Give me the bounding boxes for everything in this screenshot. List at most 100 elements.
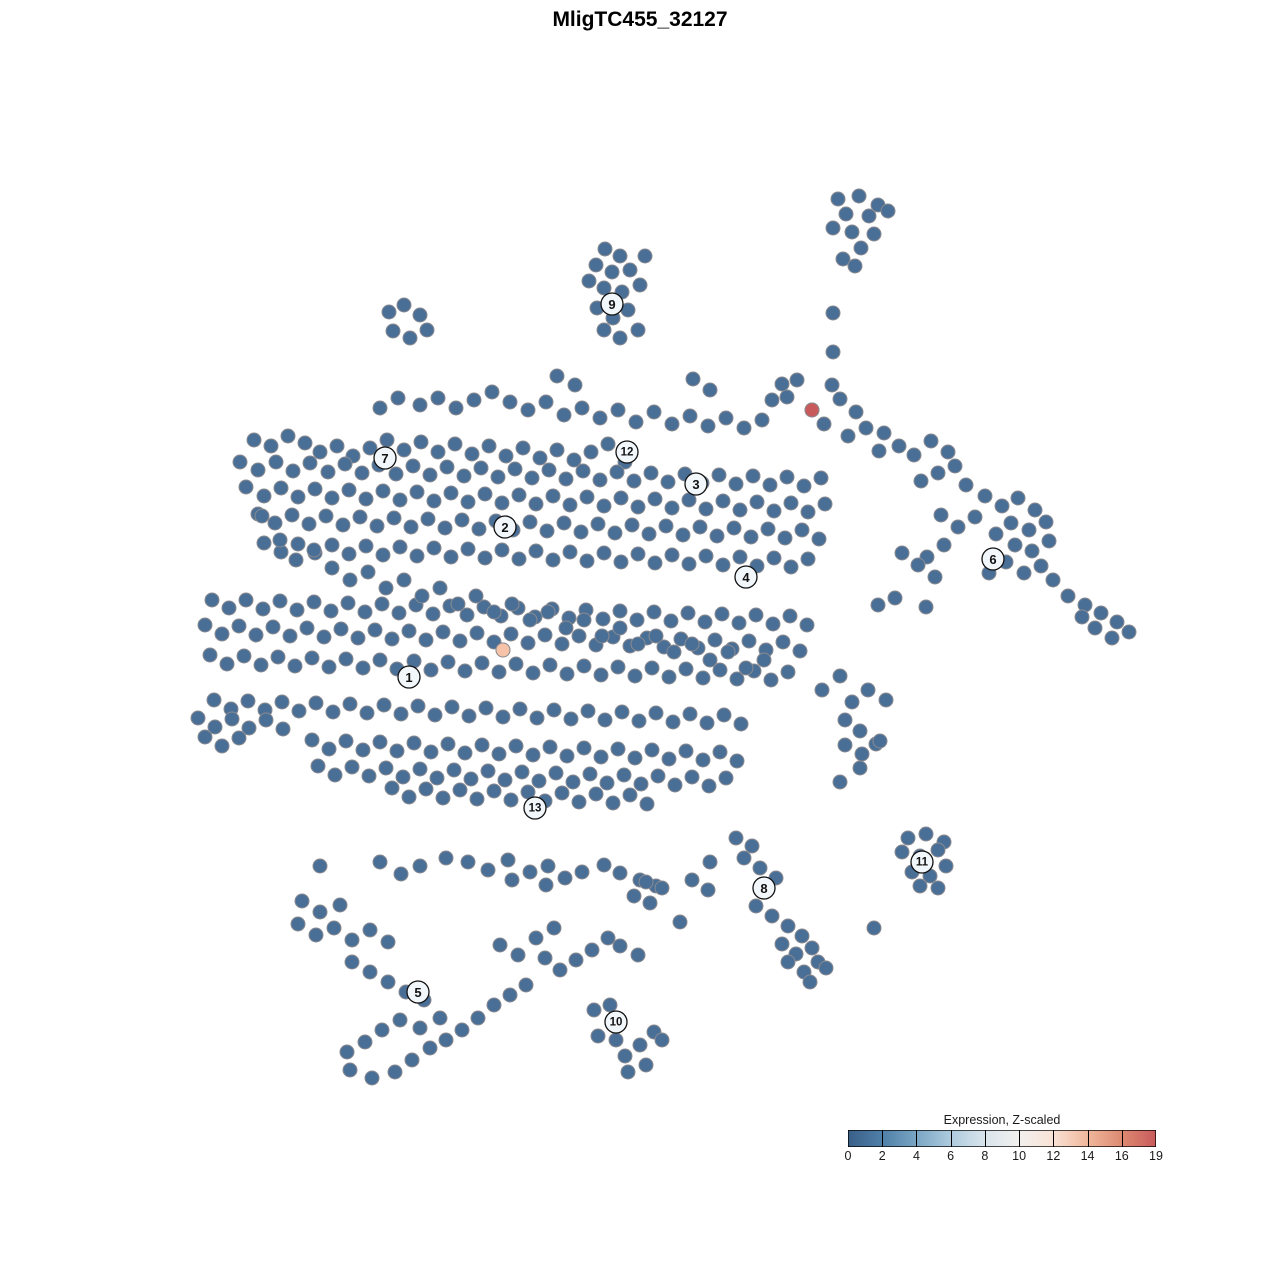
scatter-point[interactable] [306, 542, 322, 558]
scatter-point[interactable] [395, 769, 411, 785]
scatter-point[interactable] [559, 666, 575, 682]
scatter-point[interactable] [528, 930, 544, 946]
scatter-point[interactable] [528, 496, 544, 512]
scatter-point[interactable] [341, 546, 357, 562]
scatter-point[interactable] [396, 442, 412, 458]
scatter-point[interactable] [332, 897, 348, 913]
scatter-point[interactable] [576, 612, 592, 628]
scatter-point[interactable] [355, 742, 371, 758]
scatter-point[interactable] [423, 744, 439, 760]
scatter-point[interactable] [610, 659, 626, 675]
scatter-point[interactable] [595, 611, 611, 627]
scatter-point[interactable] [644, 660, 660, 676]
scatter-point[interactable] [685, 371, 701, 387]
scatter-point[interactable] [290, 489, 306, 505]
scatter-point[interactable] [779, 469, 795, 485]
scatter-point[interactable] [597, 712, 613, 728]
scatter-point[interactable] [393, 706, 409, 722]
scatter-point[interactable] [596, 322, 612, 338]
scatter-point[interactable] [546, 920, 562, 936]
scatter-point[interactable] [280, 428, 296, 444]
scatter-point[interactable] [562, 544, 578, 560]
scatter-point[interactable] [486, 604, 502, 620]
scatter-point[interactable] [878, 692, 894, 708]
scatter-point[interactable] [221, 600, 237, 616]
scatter-point[interactable] [358, 491, 374, 507]
scatter-point[interactable] [520, 402, 536, 418]
scatter-point[interactable] [596, 857, 612, 873]
scatter-point[interactable] [613, 490, 629, 506]
scatter-point[interactable] [344, 759, 360, 775]
scatter-point[interactable] [661, 751, 677, 767]
scatter-point[interactable] [654, 1032, 670, 1048]
scatter-point[interactable] [695, 670, 711, 686]
scatter-point[interactable] [579, 553, 595, 569]
scatter-point[interactable] [748, 898, 764, 914]
scatter-point[interactable] [977, 488, 993, 504]
scatter-point[interactable] [866, 226, 882, 242]
scatter-point[interactable] [604, 264, 620, 280]
scatter-point[interactable] [542, 657, 558, 673]
scatter-point[interactable] [558, 620, 574, 636]
scatter-point[interactable] [599, 775, 615, 791]
scatter-point[interactable] [432, 580, 448, 596]
scatter-point[interactable] [250, 462, 266, 478]
scatter-point[interactable] [642, 895, 658, 911]
scatter-point[interactable] [268, 454, 284, 470]
scatter-point[interactable] [341, 482, 357, 498]
scatter-point[interactable] [754, 412, 770, 428]
scatter-point[interactable] [256, 535, 272, 551]
scatter-point[interactable] [457, 663, 473, 679]
scatter-point[interactable] [832, 391, 848, 407]
scatter-point[interactable] [600, 436, 616, 452]
scatter-point[interactable] [423, 662, 439, 678]
scatter-point[interactable] [664, 500, 680, 516]
scatter-point[interactable] [289, 602, 305, 618]
scatter-point[interactable] [388, 466, 404, 482]
scatter-point[interactable] [202, 647, 218, 663]
scatter-point[interactable] [918, 826, 934, 842]
scatter-point[interactable] [546, 702, 562, 718]
scatter-point[interactable] [728, 476, 744, 492]
scatter-point[interactable] [592, 472, 608, 488]
scatter-point[interactable] [900, 830, 916, 846]
scatter-point[interactable] [291, 703, 307, 719]
scatter-point[interactable] [631, 713, 647, 729]
scatter-point[interactable] [799, 617, 815, 633]
scatter-point[interactable] [338, 651, 354, 667]
scatter-point[interactable] [794, 928, 810, 944]
scatter-point[interactable] [581, 273, 597, 289]
scatter-point[interactable] [464, 446, 480, 462]
scatter-point[interactable] [775, 634, 791, 650]
scatter-point[interactable] [764, 908, 780, 924]
scatter-point[interactable] [1038, 514, 1054, 530]
scatter-point[interactable] [324, 490, 340, 506]
scatter-point[interactable] [958, 477, 974, 493]
scatter-point[interactable] [923, 433, 939, 449]
scatter-point[interactable] [549, 368, 565, 384]
scatter-point[interactable] [207, 719, 223, 735]
scatter-point[interactable] [238, 479, 254, 495]
scatter-point[interactable] [333, 621, 349, 637]
scatter-point[interactable] [707, 632, 723, 648]
scatter-point[interactable] [316, 629, 332, 645]
scatter-point[interactable] [378, 580, 394, 596]
scatter-point[interactable] [447, 436, 463, 452]
scatter-point[interactable] [385, 323, 401, 339]
scatter-point[interactable] [777, 530, 793, 546]
scatter-point[interactable] [401, 623, 417, 639]
scatter-point[interactable] [632, 277, 648, 293]
scatter-point[interactable] [372, 734, 388, 750]
scatter-point[interactable] [342, 1062, 358, 1078]
scatter-point[interactable] [384, 631, 400, 647]
scatter-point[interactable] [774, 936, 790, 952]
scatter-point[interactable] [514, 764, 530, 780]
scatter-point[interactable] [545, 488, 561, 504]
scatter-point[interactable] [323, 603, 339, 619]
scatter-point[interactable] [802, 974, 818, 990]
scatter-point[interactable] [538, 877, 554, 893]
scatter-point[interactable] [282, 628, 298, 644]
scatter-point[interactable] [632, 1037, 648, 1053]
scatter-point[interactable] [440, 736, 456, 752]
scatter-point[interactable] [667, 777, 683, 793]
